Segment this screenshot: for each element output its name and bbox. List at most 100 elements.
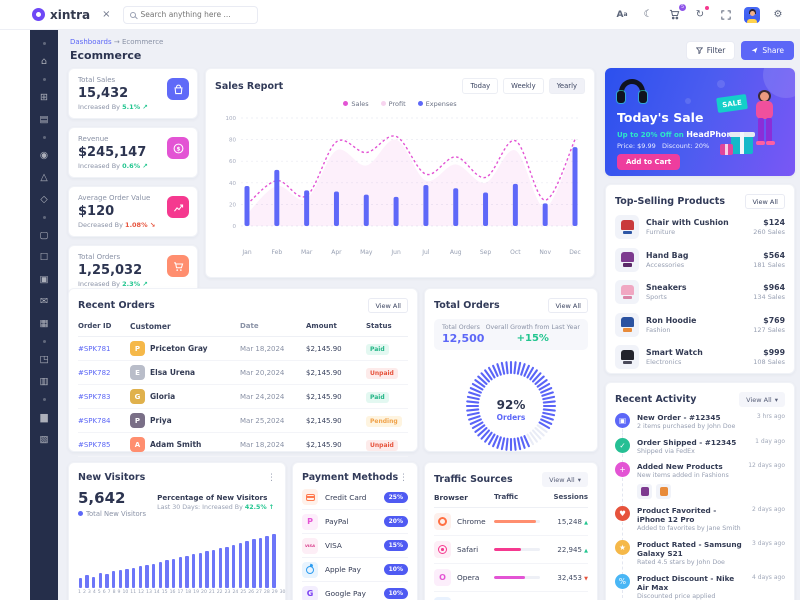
table-row[interactable]: #SPK781 P Priceton Gray Mar 18,2024 $2,145.9… (78, 337, 408, 361)
svg-text:Nov: Nov (539, 249, 551, 256)
timeline-connector (622, 429, 623, 439)
sidebar-item-phone[interactable]: ▢ (39, 229, 49, 241)
traffic-bar (494, 548, 546, 551)
timeline-connector (622, 521, 623, 541)
product-info: Smart Watch Electronics (646, 348, 703, 366)
sidebar-item-pages[interactable]: ▣ (39, 273, 49, 285)
dark-mode-icon[interactable]: ☾ (643, 9, 653, 20)
banner-title: Today's Sale (617, 110, 704, 125)
bag-icon (167, 78, 189, 100)
sidebar-item-alert[interactable]: △ (40, 171, 48, 183)
add-to-cart-button[interactable]: Add to Cart (617, 154, 681, 170)
total-orders-card: Total Orders View All Total Orders 12,50… (424, 288, 598, 452)
product-sales: 134 Sales (753, 293, 785, 301)
visitor-bar (138, 565, 143, 588)
orders-table-header: Order ID Customer Date Amount Status (78, 319, 408, 337)
new-visitors-title: New Visitors (78, 472, 146, 483)
traffic-sources-card: Traffic Sources View All ▾ Browser Traffic… (424, 462, 598, 600)
traffic-view-all-button[interactable]: View All ▾ (542, 472, 588, 487)
breadcrumb-dashboards[interactable]: Dashboards (70, 38, 112, 46)
product-thumbnail (637, 483, 652, 499)
safari-wrap (434, 541, 451, 558)
activity-view-all-button[interactable]: View All ▾ (739, 392, 785, 407)
product-row[interactable]: Ron Hoodie Fashion $769 127 Sales (615, 312, 785, 337)
order-amount: $2,145.90 (306, 392, 342, 401)
activity-item: % Product Discount - Nike Air Max Discount… (615, 573, 785, 600)
table-row[interactable]: #SPK785 A Adam Smith Mar 18,2024 $2,145.90 Un… (78, 433, 408, 457)
share-button[interactable]: Share (741, 41, 794, 60)
main-content: Dashboards → Ecommerce Ecommerce Filter … (58, 30, 800, 600)
product-thumbnail (615, 280, 639, 304)
sidebar-item-nested[interactable]: ▤ (39, 113, 49, 125)
traffic-sessions: 15,248 ▲ (557, 517, 588, 526)
sidebar-item-map[interactable]: ◳ (39, 353, 49, 365)
sidebar-item-lock[interactable]: ◉ (39, 149, 49, 161)
range-button-weekly[interactable]: Weekly (503, 78, 544, 94)
stat-change-percent: 0.6% (122, 162, 141, 170)
filter-button[interactable]: Filter (685, 41, 736, 60)
product-row[interactable]: Sneakers Sports $964 134 Sales (615, 280, 785, 304)
table-row[interactable]: #SPK784 P Priya Mar 25,2024 $2,145.90 Pending (78, 409, 408, 433)
cart-icon[interactable]: 5 (666, 3, 686, 23)
timeline-connector (622, 453, 623, 464)
order-amount: $2,145.90 (306, 368, 342, 377)
sidebar-item-home[interactable]: ⌂ (40, 55, 48, 67)
activity-body: Added New Products New items added in Fas… (637, 462, 729, 499)
table-row[interactable]: #SPK783 G Gloria Mar 24,2024 $2,145.90 Paid (78, 385, 408, 409)
traffic-row: Chrome 15,248 ▲ (434, 508, 588, 536)
sidebar-item-apps[interactable]: ⊞ (40, 91, 48, 103)
product-row[interactable]: Smart Watch Electronics $999 108 Sales (615, 345, 785, 369)
logo[interactable]: xintra (32, 8, 90, 22)
product-row[interactable]: Hand Bag Accessories $564 181 Sales (615, 247, 785, 272)
search-box[interactable] (122, 5, 258, 24)
traffic-sessions: 32,453 ▼ (557, 573, 588, 582)
range-button-today[interactable]: Today (462, 78, 499, 94)
visitor-axis-label: 18 (185, 590, 192, 595)
user-avatar[interactable] (744, 6, 760, 23)
sidebar-item-chart[interactable]: ▆ (40, 411, 48, 423)
product-price: $769 (763, 315, 785, 325)
visitor-axis-label: 3 (87, 590, 91, 595)
sidebar-item-tablet[interactable]: ☐ (39, 251, 49, 263)
payment-methods-list: Credit Card 25% P PayPal 20% VISA VISA 15% Apple… (302, 485, 408, 600)
kebab-menu-icon[interactable]: ⋮ (399, 472, 408, 483)
stat-label: Total Sales (78, 76, 116, 84)
gauge-label: Orders (496, 413, 526, 422)
visitor-bar (112, 571, 116, 588)
payment-method-name: Apple Pay (325, 565, 361, 574)
visitor-bar-column (218, 530, 223, 588)
visitor-axis-label: 10 (122, 590, 129, 595)
kebab-menu-icon[interactable]: ⋮ (267, 472, 276, 483)
notifications-icon[interactable]: ↻ (692, 5, 709, 23)
visitors-percent: 42.5% (244, 504, 267, 511)
sidebar-item-grid[interactable]: ▧ (39, 433, 49, 445)
sidebar-item-mail[interactable]: ✉ (40, 295, 48, 307)
fullscreen-icon[interactable] (718, 7, 734, 23)
payment-method-row: G Google Pay 10% (302, 581, 408, 600)
activity-title: New Order - #12345 (637, 413, 721, 422)
product-stats: $999 108 Sales (753, 348, 785, 366)
activity-subtitle: Discounted price applied (637, 592, 716, 600)
sidebar-item-shop[interactable]: ▦ (39, 317, 49, 329)
recent-orders-view-all-button[interactable]: View All (368, 298, 408, 313)
sidebar-item-calc[interactable]: ▥ (39, 375, 49, 387)
visitor-bar-column (185, 530, 190, 588)
range-button-yearly[interactable]: Yearly (548, 78, 585, 94)
table-row[interactable]: #SPK782 E Elsa Urena Mar 20,2024 $2,145.90 Un… (78, 361, 408, 385)
check-icon: ✓ (615, 437, 630, 453)
order-customer: P Priceton Gray (130, 341, 240, 356)
total-orders-view-all-button[interactable]: View All (548, 298, 588, 313)
settings-gear-icon[interactable]: ⚙ (773, 9, 783, 20)
product-info: Hand Bag Accessories (646, 251, 688, 269)
top-products-view-all-button[interactable]: View All (745, 194, 785, 209)
sidebar-toggle-icon[interactable]: × (102, 9, 111, 20)
plus-icon: + (615, 462, 630, 478)
dot-icon (42, 215, 46, 219)
visitor-bar-column (151, 530, 156, 588)
product-row[interactable]: Chair with Cushion Furniture $124 260 Sales (615, 215, 785, 239)
search-input[interactable] (140, 10, 251, 19)
recent-orders-title: Recent Orders (78, 300, 155, 311)
sidebar-item-cube[interactable]: ◇ (40, 193, 48, 205)
stat-card-total-sales: Total Sales 15,432 Increased By 5.1% ↗ (68, 68, 198, 119)
